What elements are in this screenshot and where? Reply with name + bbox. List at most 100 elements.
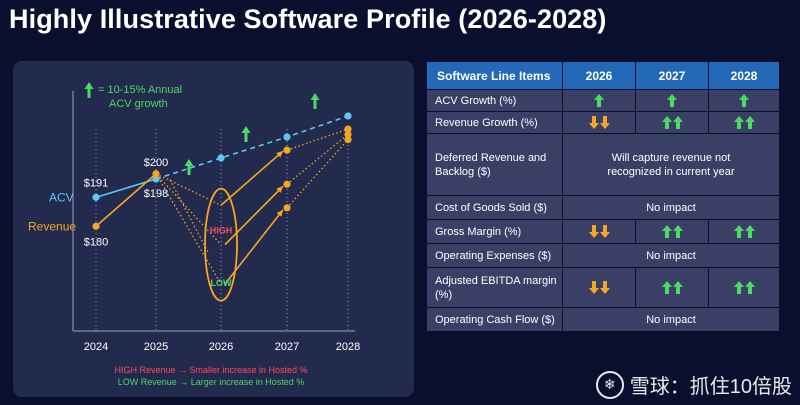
trend-cell-2028: [708, 219, 780, 244]
row-label: Operating Cash Flow ($): [426, 307, 563, 332]
row-label: Deferred Revenue and Backlog ($): [426, 133, 563, 196]
table-row: Gross Margin (%): [426, 219, 780, 244]
revenue-mid-arrow-head: [276, 186, 283, 193]
line-items-table: Software Line Items 2026 2027 2028 ACV Grow…: [426, 61, 780, 332]
revenue-scenario-point-2028-0: [344, 125, 352, 133]
revenue-2024-label: $180: [84, 236, 108, 248]
trend-cell-2028: [708, 111, 780, 134]
growth-arrow-icon-2027-stem: [244, 132, 248, 142]
trend-cell-2028: [708, 89, 780, 112]
revenue-low-dotted-inner: [169, 179, 210, 255]
low-scenario-label: LOW: [211, 278, 232, 288]
chart-panel: 2024 2025 2026 2027 2028 HIGH LOW $191 $198 $180 $…: [13, 61, 414, 397]
trend-cell-2027: [635, 89, 709, 112]
acv-point-2026: [217, 154, 225, 162]
table-row: ACV Growth (%): [426, 89, 780, 112]
down-arrow-icon: [588, 116, 599, 129]
revenue-scenario-point-2028-1: [344, 130, 352, 138]
column-header-2028: 2028: [708, 61, 780, 90]
acv-series-label: ACV: [49, 190, 74, 204]
table-row: Operating Expenses ($) No impact: [426, 243, 780, 268]
revenue-high-arrow-head: [276, 151, 283, 158]
down-arrow-icon: [588, 281, 599, 294]
revenue-2025-label: $200: [144, 157, 168, 169]
trend-cell-2027: [635, 219, 709, 244]
revenue-low-arrow-head: [276, 209, 283, 217]
up-arrow-icon: [733, 116, 744, 129]
row-label: Revenue Growth (%): [426, 111, 563, 134]
line-items-table-wrap: Software Line Items 2026 2027 2028 ACV Grow…: [426, 61, 780, 332]
row-label: Operating Expenses ($): [426, 243, 563, 268]
acv-point-2028: [344, 112, 352, 120]
up-arrow-icon: [744, 116, 755, 129]
column-header-2027: 2027: [635, 61, 709, 90]
column-header-2026: 2026: [562, 61, 636, 90]
row-label: ACV Growth (%): [426, 89, 563, 112]
down-arrow-icon: [599, 281, 610, 294]
x-tick-label: 2028: [336, 341, 360, 353]
footnote-low: LOW Revenue → Larger increase in Hosted …: [118, 377, 305, 387]
up-arrow-icon: [661, 225, 672, 238]
trend-cell-2027: [635, 267, 709, 308]
column-header-line-items: Software Line Items: [426, 61, 563, 90]
down-arrow-icon: [599, 225, 610, 238]
acv-point-2027: [283, 133, 291, 141]
up-arrow-icon: [594, 94, 604, 107]
revenue-scenario-point-2028-2: [344, 136, 352, 144]
row-label: Gross Margin (%): [426, 219, 563, 244]
revenue-low-dotted: [155, 173, 222, 285]
acv-point-2024: [92, 193, 100, 201]
up-arrow-icon: [733, 281, 744, 294]
x-tick-label: 2025: [144, 341, 168, 353]
table-header-row: Software Line Items 2026 2027 2028: [426, 61, 780, 90]
watermark-text: 雪球：抓住10倍股: [629, 376, 792, 398]
down-arrow-icon: [599, 116, 610, 129]
table-row: Operating Cash Flow ($) No impact: [426, 307, 780, 332]
up-arrow-icon: [661, 281, 672, 294]
trend-cell-2026: [562, 111, 636, 134]
snowball-logo-icon: ❄: [595, 370, 624, 399]
merged-cell: No impact: [562, 243, 780, 268]
legend-growth-arrow-icon-stem: [87, 88, 91, 98]
legend-text-line2: ACV growth: [109, 98, 168, 110]
table-row: Deferred Revenue and Backlog ($) Will cap…: [426, 133, 780, 196]
trend-cell-2026: [562, 267, 636, 308]
revenue-scenario-dotted-2028-1: [286, 133, 349, 185]
revenue-scenario-dotted-2028-2: [286, 139, 349, 209]
growth-arrow-icon-2026-head: [184, 159, 194, 166]
acv-2024-label: $191: [84, 177, 108, 189]
merged-cell: Will capture revenue not recognized in c…: [562, 133, 780, 196]
revenue-line-actual: [95, 173, 157, 227]
revenue-low-arrow-shaft: [224, 209, 284, 285]
revenue-scenario-point-2027-2: [283, 204, 291, 212]
revenue-acv-chart: 2024 2025 2026 2027 2028 HIGH LOW $191 $198 $180 $…: [28, 82, 360, 387]
x-tick-label: 2024: [84, 341, 108, 353]
growth-arrow-icon-2028-stem: [313, 99, 317, 109]
revenue-mid-arrow-shaft: [224, 185, 284, 246]
up-arrow-icon: [733, 225, 744, 238]
high-scenario-label: HIGH: [210, 225, 233, 235]
growth-arrow-icon-2027-head: [241, 126, 251, 133]
up-arrow-icon: [672, 225, 683, 238]
footnote-high: HIGH Revenue → Smaller increase in Hoste…: [114, 365, 307, 375]
revenue-scenario-point-2027-1: [283, 180, 291, 188]
legend-growth-arrow-icon-head: [84, 82, 94, 89]
scenario-range-ellipse: [204, 187, 238, 302]
up-arrow-icon: [739, 94, 749, 107]
acv-2025-label: $198: [144, 188, 168, 200]
revenue-high-dotted: [155, 173, 222, 206]
up-arrow-icon: [667, 94, 677, 107]
trend-cell-2028: [708, 267, 780, 308]
acv-point-2025: [152, 175, 160, 183]
revenue-series-label: Revenue: [28, 219, 76, 233]
legend-text-line1: = 10-15% Annual: [98, 84, 182, 96]
revenue-high-arrow-shaft: [220, 150, 284, 206]
merged-cell: No impact: [562, 307, 780, 332]
merged-cell: No impact: [562, 195, 780, 220]
up-arrow-icon: [672, 116, 683, 129]
table-row: Revenue Growth (%): [426, 111, 780, 134]
x-tick-label: 2027: [275, 341, 299, 353]
revenue-scenario-point-2027-0: [283, 146, 291, 154]
down-arrow-icon: [588, 225, 599, 238]
up-arrow-icon: [672, 281, 683, 294]
